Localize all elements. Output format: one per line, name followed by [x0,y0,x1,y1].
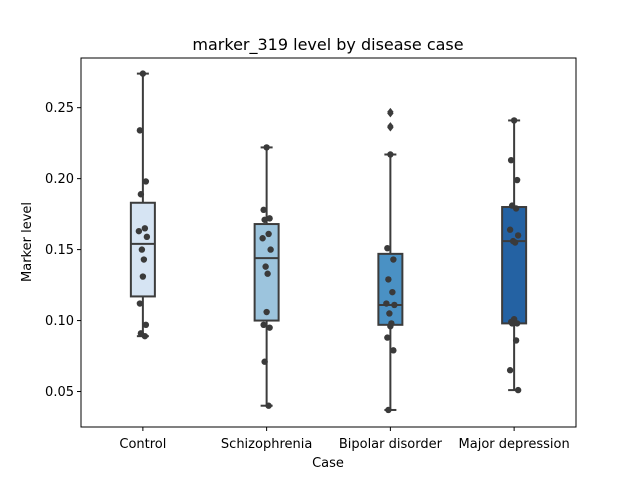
x-tick-label: Schizophrenia [221,437,312,452]
data-point [389,288,396,296]
data-point [512,337,520,344]
data-point [135,227,143,235]
y-tick-label: 0.25 [45,101,74,116]
data-point [262,263,269,270]
data-point [261,358,268,365]
data-point [513,320,521,327]
data-point [390,347,397,354]
data-point [390,256,397,263]
data-point [506,226,514,233]
data-point [140,256,148,263]
data-point [260,206,267,214]
data-point [266,324,273,331]
x-tick-label: Control [119,437,166,452]
data-point [507,156,515,164]
data-point [508,320,516,327]
data-point [265,230,272,238]
data-point [139,273,147,280]
data-point [514,232,522,239]
data-point [264,270,271,277]
data-point [136,300,144,307]
data-point [138,246,146,253]
data-point [142,178,150,185]
data-point [513,176,521,184]
data-point [141,225,149,232]
data-point [391,301,398,309]
data-point [510,117,518,124]
data-point [385,276,392,283]
outlier-point [387,109,394,118]
data-point [387,151,394,158]
data-point [511,239,519,246]
data-point [512,205,520,212]
y-tick-label: 0.10 [45,314,74,329]
data-point [263,144,270,151]
chart-title: marker_319 level by disease case [192,35,463,55]
data-point [141,332,149,340]
data-point [139,70,147,77]
data-point [506,367,514,374]
x-axis-label: Case [312,456,344,471]
data-point [137,191,145,198]
data-point [136,127,144,134]
x-tick-label: Bipolar disorder [339,437,443,452]
data-point [384,244,391,252]
plot-frame [80,57,577,428]
y-tick-label: 0.20 [45,172,74,187]
data-point [385,406,392,414]
data-point [266,215,273,222]
plot-area: 0.05 0.10 0.15 0.20 0.25 Control Schizophrenia… [45,57,577,452]
data-point [265,402,272,409]
box-iqr [501,206,528,325]
data-point [260,321,267,329]
data-point [263,308,270,316]
data-point [267,246,274,253]
x-tick-label: Major depression [459,437,570,452]
data-point [259,235,266,242]
outlier-point [387,123,394,132]
data-point [386,310,393,317]
data-point [387,323,394,330]
y-tick-label: 0.15 [45,243,74,258]
data-point [261,216,268,223]
y-axis-label: Marker level [20,202,35,282]
data-point [143,233,151,241]
y-tick-label: 0.05 [45,385,74,400]
data-point [384,334,391,341]
data-point [514,386,522,394]
data-point [142,321,150,329]
data-point [383,300,390,307]
